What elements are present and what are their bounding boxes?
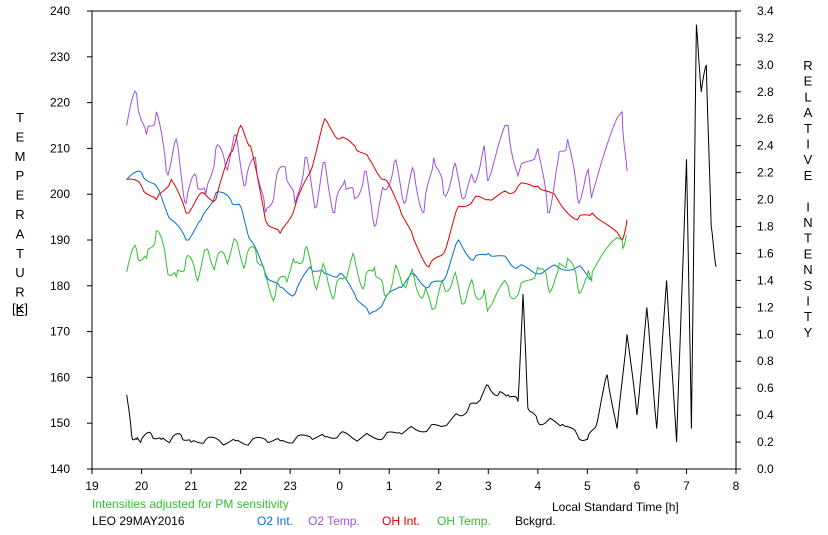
y-left-tick-label: 240	[50, 4, 70, 18]
y-right-tick-label: 2.6	[757, 112, 774, 126]
y-right-tick-label: 3.2	[757, 31, 774, 45]
y-left-tick-label: 230	[50, 50, 70, 64]
right-label-letter: N	[803, 215, 812, 230]
series-line-o2-temp	[126, 89, 628, 228]
left-label-letter: E	[16, 304, 25, 319]
right-label-letter: T	[804, 121, 812, 136]
x-axis-label: Local Standard Time [h]	[552, 500, 679, 514]
y-left-tick-label: 210	[50, 141, 70, 155]
legend-o2-temp: O2 Temp.	[308, 514, 360, 528]
x-tick-label: 8	[733, 479, 740, 493]
x-tick-label: 21	[184, 479, 198, 493]
y-right-tick-label: 0.6	[757, 381, 774, 395]
y-right-tick-label: 1.0	[757, 327, 774, 341]
right-label-letter: R	[803, 58, 812, 73]
x-tick-label: 3	[485, 479, 492, 493]
right-label-letter: I	[806, 137, 810, 152]
y-right-tick-label: 3.0	[757, 58, 774, 72]
y-right-tick-label: 1.8	[757, 220, 774, 234]
y-right-tick-label: 2.0	[757, 193, 774, 207]
y-right-tick-label: 0.0	[757, 462, 774, 476]
left-label-letter: R	[15, 285, 24, 300]
y-left-tick-label: 190	[50, 233, 70, 247]
left-label-letter: E	[16, 188, 25, 203]
y-right-tick-label: 3.4	[757, 4, 774, 18]
x-tick-label: 7	[683, 479, 690, 493]
legend-oh-int: OH Int.	[382, 514, 421, 528]
y-left-tick-label: 150	[50, 416, 70, 430]
right-label-letter: T	[804, 231, 812, 246]
left-label-letter: U	[15, 265, 24, 280]
y-left-tick-label: 170	[50, 325, 70, 339]
legend-o2-int: O2 Int.	[257, 514, 294, 528]
x-tick-label: 5	[584, 479, 591, 493]
series-line-oh-temp	[126, 230, 628, 312]
y-left-tick-label: 220	[50, 96, 70, 110]
x-tick-label: 2	[435, 479, 442, 493]
x-tick-label: 6	[634, 479, 641, 493]
right-label-letter: V	[804, 152, 813, 167]
x-tick-label: 20	[135, 479, 149, 493]
left-label-letter: A	[16, 226, 25, 241]
series-line-o2-int	[126, 170, 593, 315]
right-label-letter: E	[804, 246, 813, 261]
legend-oh-temp: OH Temp.	[437, 514, 491, 528]
sensitivity-note: Intensities adjusted for PM sensitivity	[92, 497, 289, 511]
y-right-tick-label: 0.8	[757, 354, 774, 368]
x-tick-label: 19	[85, 479, 99, 493]
y-right-tick-label: 0.2	[757, 435, 774, 449]
y-right-tick-label: 1.6	[757, 246, 774, 260]
right-label-letter: N	[803, 262, 812, 277]
right-label-letter: L	[804, 89, 811, 104]
left-label-letter: R	[15, 207, 24, 222]
series-line-oh-int	[126, 117, 628, 268]
station-label: LEO 29MAY2016	[92, 514, 185, 528]
y-right-tick-label: 1.2	[757, 300, 774, 314]
right-label-letter: I	[806, 294, 810, 309]
tick-layer: 19 20 21 22 23 0 1 2 3 4 5 6 7 8140150160170180190200…	[50, 4, 774, 493]
y-left-tick-label: 180	[50, 279, 70, 293]
legend-bckgrd: Bckgrd.	[515, 514, 556, 528]
right-label-letter: Y	[804, 325, 813, 340]
y-right-tick-label: 2.4	[757, 139, 774, 153]
y-right-tick-label: 0.4	[757, 408, 774, 422]
right-label-letter: S	[804, 278, 813, 293]
left-label-letter: M	[15, 149, 26, 164]
y-right-tick-label: 2.2	[757, 166, 774, 180]
left-label-letter: P	[16, 168, 25, 183]
y-left-tick-label: 140	[50, 462, 70, 476]
right-label-letter: E	[804, 74, 813, 89]
left-label-letter: T	[16, 110, 24, 125]
left-label-letter: E	[16, 129, 25, 144]
series-line-bckgrd	[126, 24, 717, 446]
x-tick-label: 4	[535, 479, 542, 493]
right-label-letter: E	[804, 168, 813, 183]
y-right-tick-label: 1.4	[757, 273, 774, 287]
x-tick-label: 22	[234, 479, 248, 493]
left-label-unit: [K]	[12, 301, 28, 316]
y-left-tick-label: 160	[50, 370, 70, 384]
x-tick-label: 0	[336, 479, 343, 493]
right-label-letter: I	[806, 199, 810, 214]
x-tick-label: 23	[283, 479, 297, 493]
left-label-letter: T	[16, 246, 24, 261]
y-left-tick-label: 200	[50, 187, 70, 201]
right-label-letter: A	[804, 105, 813, 120]
y-right-tick-label: 2.8	[757, 85, 774, 99]
right-label-letter: T	[804, 309, 812, 324]
series-layer	[126, 24, 717, 446]
x-tick-label: 1	[386, 479, 393, 493]
